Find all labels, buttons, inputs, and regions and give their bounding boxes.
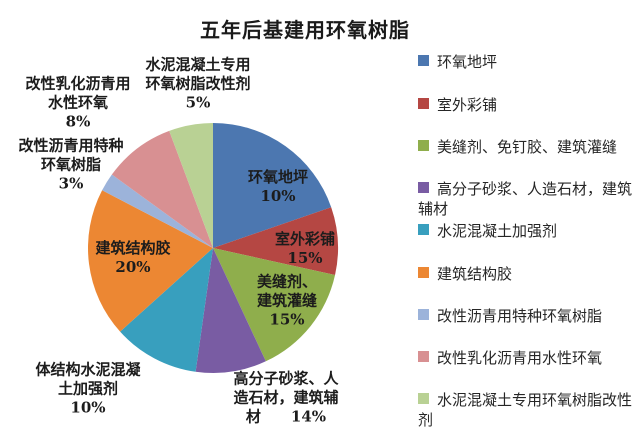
pie-slice <box>87 190 213 332</box>
legend-label: 建筑结构胶 <box>437 265 513 283</box>
pie-slice-label: 改性沥青用特种 环氧树脂 3% <box>18 136 124 193</box>
pie-slice-label: 水泥混凝土专用 环氧树脂改性剂 5% <box>145 55 251 112</box>
pie-slice <box>169 123 213 248</box>
pie-slice <box>111 130 213 248</box>
pie-slice-label: 建筑结构胶 20% <box>95 239 171 276</box>
legend-item: 环氧地坪 <box>418 52 644 72</box>
page-title: 五年后基建用环氧树脂 <box>200 18 410 42</box>
legend-swatch-icon <box>418 224 429 235</box>
legend-item: 水泥混凝土加强剂 <box>418 221 644 241</box>
pie-slice-label: 高分子砂浆、人 造石材，建筑辅 材 14% <box>233 369 339 426</box>
chart-legend: 环氧地坪 室外彩铺 美缝剂、免钉胶、建筑灌缝 高分子砂浆、人造石材，建筑辅材 水泥混凝土… <box>418 0 644 439</box>
pie-slice-label: 室外彩铺 15% <box>274 230 336 267</box>
legend-swatch-icon <box>418 309 429 320</box>
pie-slice <box>195 248 266 373</box>
legend-swatch-icon <box>418 267 429 278</box>
pie-slice <box>120 248 213 372</box>
legend-item: 高分子砂浆、人造石材，建筑辅材 <box>418 179 644 219</box>
legend-item: 水泥混凝土专用环氧树脂改性剂 <box>418 390 644 430</box>
pie-slice-label: 体结构水泥混凝 土加强剂 10% <box>35 360 141 417</box>
pie-slice-label: 环氧地坪 10% <box>247 168 309 205</box>
pie-slice-label: 改性乳化沥青用 水性环氧 8% <box>25 74 131 131</box>
pie-slice <box>102 174 213 248</box>
pie-slice <box>213 248 336 362</box>
legend-swatch-icon <box>418 393 429 404</box>
legend-swatch-icon <box>418 98 429 109</box>
legend-label: 环氧地坪 <box>437 53 498 71</box>
legend-swatch-icon <box>418 351 429 362</box>
legend-label: 改性沥青用特种环氧树脂 <box>437 307 603 325</box>
legend-label: 室外彩铺 <box>437 96 498 114</box>
legend-swatch-icon <box>418 55 429 66</box>
legend-swatch-icon <box>418 182 429 193</box>
legend-label: 水泥混凝土加强剂 <box>437 222 558 240</box>
legend-item: 建筑结构胶 <box>418 264 644 284</box>
legend-label: 高分子砂浆、人造石材，建筑辅材 <box>418 180 633 218</box>
legend-item: 美缝剂、免钉胶、建筑灌缝 <box>418 137 644 157</box>
legend-item: 改性沥青用特种环氧树脂 <box>418 306 644 326</box>
legend-label: 改性乳化沥青用水性环氧 <box>437 349 603 367</box>
legend-label: 美缝剂、免钉胶、建筑灌缝 <box>437 138 618 156</box>
legend-item: 改性乳化沥青用水性环氧 <box>418 348 644 368</box>
legend-label: 水泥混凝土专用环氧树脂改性剂 <box>418 391 633 429</box>
pie-slice <box>213 207 339 276</box>
legend-swatch-icon <box>418 140 429 151</box>
pie-slice <box>213 123 332 248</box>
legend-item: 室外彩铺 <box>418 95 644 115</box>
pie-slice-label: 美缝剂、 建筑灌缝 15% <box>256 272 318 329</box>
